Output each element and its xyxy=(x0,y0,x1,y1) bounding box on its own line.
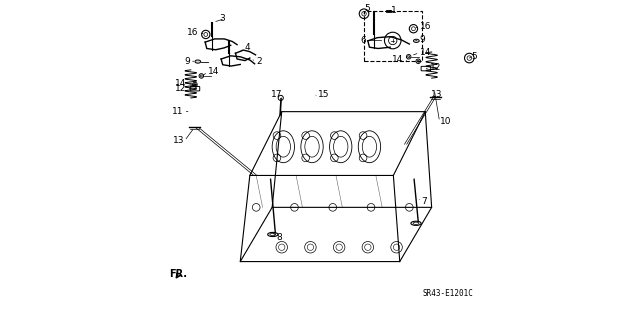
Text: 14: 14 xyxy=(175,79,187,88)
Text: 16: 16 xyxy=(188,28,199,37)
Text: 15: 15 xyxy=(319,90,330,99)
Text: 6: 6 xyxy=(360,36,366,45)
Ellipse shape xyxy=(413,39,419,42)
Bar xyxy=(364,11,422,61)
Text: 14: 14 xyxy=(208,67,219,76)
Ellipse shape xyxy=(195,60,201,63)
Text: SR43-E1201C: SR43-E1201C xyxy=(422,289,473,298)
Text: 12: 12 xyxy=(175,84,187,93)
Text: 17: 17 xyxy=(271,90,282,99)
Text: 13: 13 xyxy=(173,137,184,145)
Text: 12: 12 xyxy=(430,63,442,72)
Text: 16: 16 xyxy=(420,22,431,31)
Text: 7: 7 xyxy=(422,197,427,206)
Text: 3: 3 xyxy=(219,14,225,23)
Text: 9: 9 xyxy=(184,57,190,66)
Text: 14: 14 xyxy=(420,48,431,57)
Text: 11: 11 xyxy=(172,107,184,116)
Text: 5: 5 xyxy=(472,52,477,61)
Text: 14: 14 xyxy=(392,56,404,64)
Text: 13: 13 xyxy=(431,90,442,99)
Text: 9: 9 xyxy=(420,35,425,44)
Text: 5: 5 xyxy=(365,4,371,13)
Text: 1: 1 xyxy=(391,6,397,15)
Text: 8: 8 xyxy=(276,233,282,242)
Text: 2: 2 xyxy=(256,57,262,66)
Text: 10: 10 xyxy=(440,117,451,126)
Text: FR.: FR. xyxy=(170,269,188,279)
Text: 4: 4 xyxy=(244,43,250,52)
